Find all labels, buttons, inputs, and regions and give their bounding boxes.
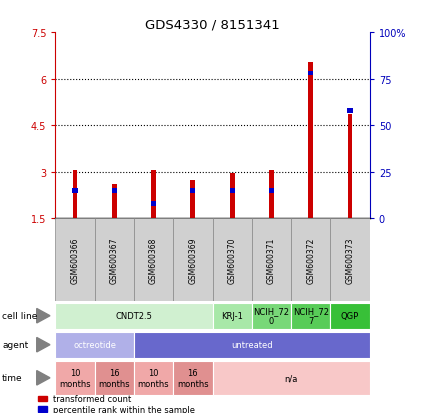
Bar [212,303,252,329]
Bar [252,303,291,329]
Bar [173,219,212,301]
Text: 16
months: 16 months [99,368,130,387]
Bar [331,219,370,301]
Polygon shape [37,309,50,323]
Text: GSM600366: GSM600366 [71,237,79,283]
Bar [55,361,94,395]
Text: NCIH_72
0: NCIH_72 0 [253,306,289,325]
Bar [55,332,134,358]
Text: GSM600367: GSM600367 [110,237,119,283]
Text: GSM600370: GSM600370 [228,237,237,283]
Bar [151,202,156,206]
Bar [230,189,235,193]
Bar [212,219,252,301]
Text: 10
months: 10 months [138,368,169,387]
Bar [112,185,116,219]
Bar [134,361,173,395]
Bar [94,219,134,301]
Bar [112,189,117,193]
Title: GDS4330 / 8151341: GDS4330 / 8151341 [145,19,280,32]
Bar [291,303,331,329]
Bar [252,219,291,301]
Bar [291,219,331,301]
Polygon shape [37,338,50,352]
Text: GSM600369: GSM600369 [188,237,197,283]
Bar [308,71,313,76]
Text: GSM600373: GSM600373 [346,237,354,283]
Text: NCIH_72
7: NCIH_72 7 [293,306,329,325]
Bar [212,361,370,395]
Bar [134,219,173,301]
Bar [55,219,94,301]
Text: CNDT2.5: CNDT2.5 [116,311,152,320]
Text: 10
months: 10 months [59,368,91,387]
Text: untreated: untreated [231,340,272,349]
Bar [190,189,196,193]
Text: time: time [2,373,23,382]
Text: GSM600372: GSM600372 [306,237,315,283]
Bar [173,361,212,395]
Polygon shape [37,371,50,385]
Text: GSM600368: GSM600368 [149,237,158,283]
Bar [348,115,352,219]
Bar [190,180,195,219]
Bar [309,62,313,219]
Bar [134,332,370,358]
Bar [331,303,370,329]
Text: cell line: cell line [2,311,37,320]
Text: QGP: QGP [341,311,359,320]
Bar [269,189,274,193]
Bar [73,171,77,219]
Bar [269,171,274,219]
Bar [151,171,156,219]
Text: 16
months: 16 months [177,368,209,387]
Text: agent: agent [2,340,28,349]
Text: octreotide: octreotide [73,340,116,349]
Text: n/a: n/a [284,373,298,382]
Bar [94,361,134,395]
Bar [55,303,212,329]
Bar [72,189,77,193]
Legend: transformed count, percentile rank within the sample: transformed count, percentile rank withi… [38,394,195,413]
Text: KRJ-1: KRJ-1 [221,311,243,320]
Bar [230,174,235,219]
Text: GSM600371: GSM600371 [267,237,276,283]
Bar [348,109,353,114]
